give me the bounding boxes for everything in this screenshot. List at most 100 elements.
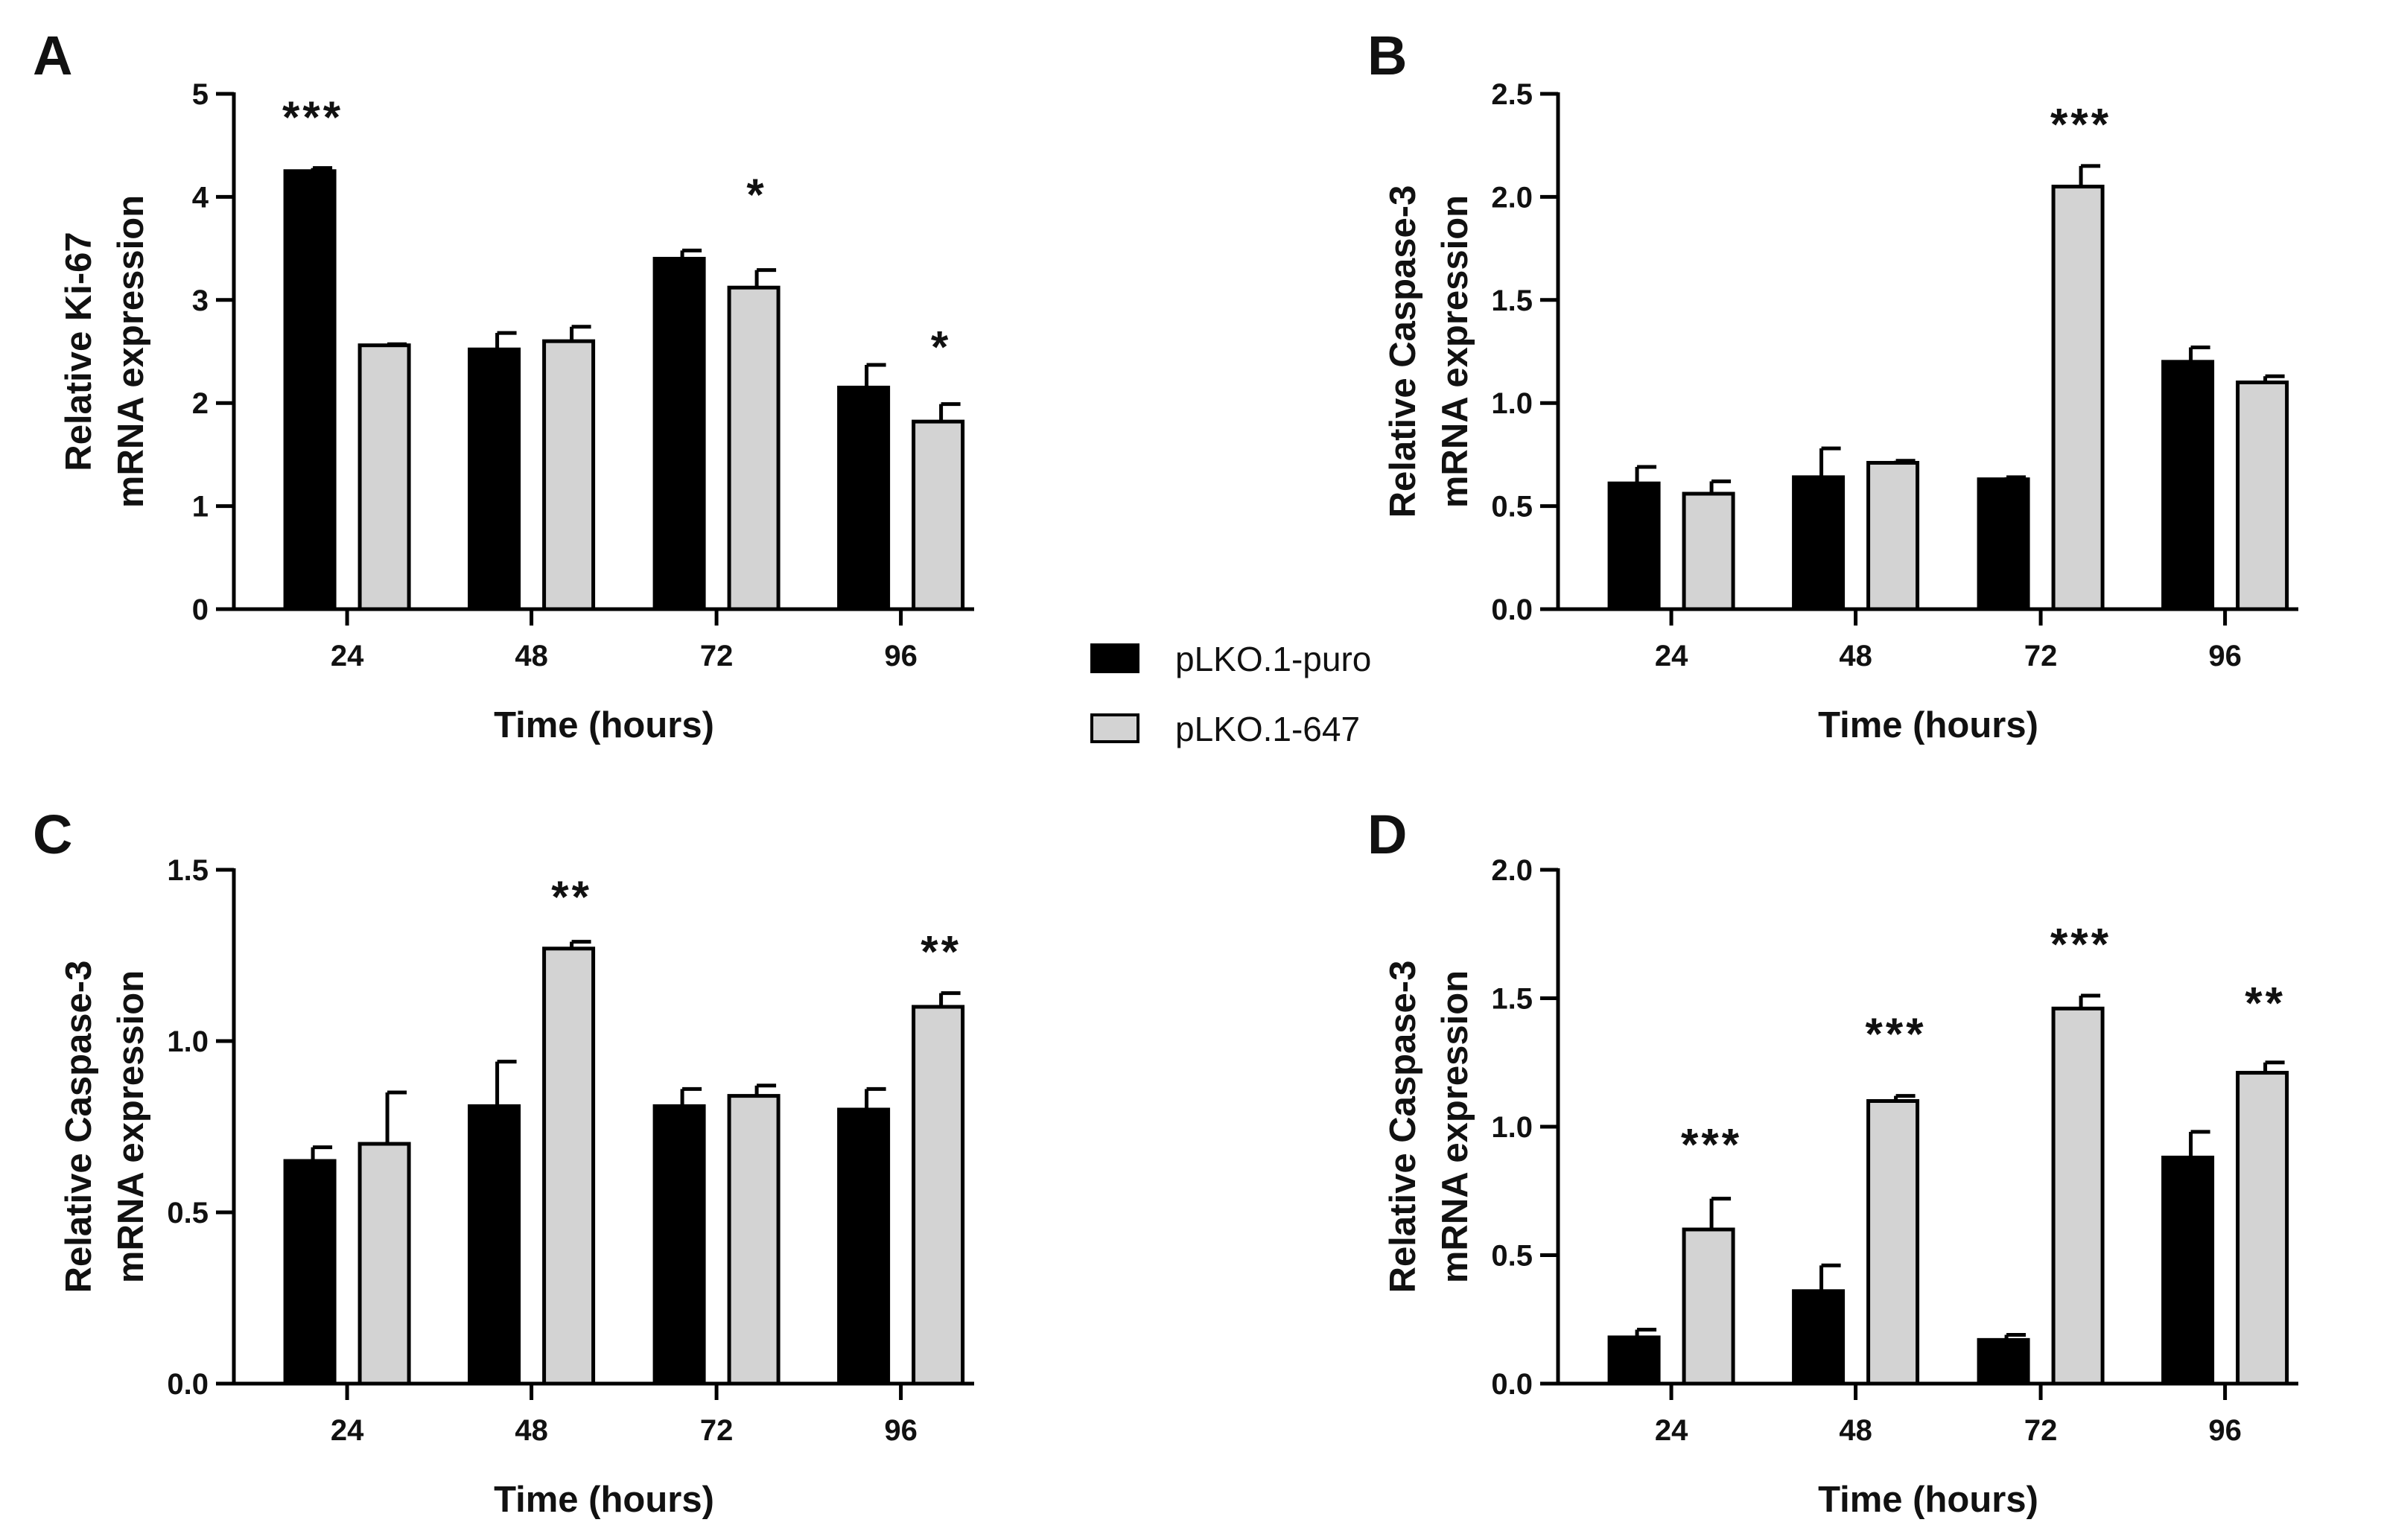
y-tick-label: 0.5 xyxy=(167,1197,209,1229)
y-axis-title: mRNA expression xyxy=(111,970,151,1283)
x-tick-label: 96 xyxy=(2208,640,2242,672)
x-tick-label: 96 xyxy=(884,640,918,672)
bar-647 xyxy=(357,1142,411,1386)
x-tick-label: 24 xyxy=(331,640,364,672)
bar-puro xyxy=(837,385,891,611)
x-tick-label: 48 xyxy=(1839,1414,1872,1447)
y-tick-label: 0.0 xyxy=(1491,1368,1533,1401)
bar-puro xyxy=(283,1159,337,1386)
bar-puro xyxy=(652,1104,706,1386)
y-axis-title: mRNA expression xyxy=(1435,970,1475,1283)
y-tick-label: 5 xyxy=(192,78,209,111)
y-tick-label: 1.0 xyxy=(1491,387,1533,420)
y-axis-title: Relative Caspase-3 xyxy=(1383,961,1423,1294)
bar-puro xyxy=(1977,1337,2030,1386)
significance-label: ** xyxy=(2245,979,2286,1028)
x-tick-label: 72 xyxy=(2024,640,2058,672)
bar-647 xyxy=(1682,1227,1735,1386)
significance-label: ** xyxy=(921,927,961,977)
x-tick-label: 48 xyxy=(1839,640,1872,672)
legend-label-puro: pLKO.1-puro xyxy=(1175,640,1371,678)
y-axis-title: Relative Ki-67 xyxy=(59,232,99,471)
bar-647 xyxy=(2051,1006,2105,1386)
y-tick-label: 1.5 xyxy=(167,854,209,887)
bar-puro xyxy=(1607,1335,1661,1386)
x-axis-title: Time (hours) xyxy=(1818,705,2038,745)
x-tick-label: 72 xyxy=(2024,1414,2058,1447)
panel-letter: B xyxy=(1367,25,1407,86)
legend-label-647: pLKO.1-647 xyxy=(1175,710,1360,748)
bar-puro xyxy=(652,256,706,611)
bar-puro xyxy=(468,1104,521,1386)
bar-647 xyxy=(2051,185,2105,611)
bar-647 xyxy=(2236,381,2289,611)
significance-label: * xyxy=(746,170,766,220)
y-tick-label: 0 xyxy=(192,594,209,626)
bar-puro xyxy=(283,169,337,611)
legend: pLKO.1-puro pLKO.1-647 xyxy=(1090,640,1371,748)
significance-label: *** xyxy=(2050,100,2111,150)
x-tick-label: 48 xyxy=(515,640,548,672)
x-tick-label: 24 xyxy=(1655,640,1688,672)
significance-label: * xyxy=(931,322,951,372)
chart-panel-d: D0.00.51.01.52.024 48 72 96***********Time … xyxy=(1367,804,2298,1520)
bar-647 xyxy=(542,339,596,611)
bar-puro xyxy=(2161,1155,2215,1386)
y-tick-label: 2.0 xyxy=(1491,854,1533,887)
y-tick-label: 1.0 xyxy=(1491,1111,1533,1144)
significance-label: *** xyxy=(1866,1009,1927,1059)
bar-puro xyxy=(2161,360,2215,611)
y-tick-label: 0.0 xyxy=(167,1368,209,1401)
legend-swatch-puro xyxy=(1090,643,1139,673)
significance-label: ** xyxy=(551,872,592,922)
y-tick-label: 0.0 xyxy=(1491,594,1533,626)
y-tick-label: 3 xyxy=(192,284,209,317)
x-tick-label: 48 xyxy=(515,1414,548,1447)
bar-647 xyxy=(727,285,781,611)
y-axis-title: Relative Caspase-3 xyxy=(59,961,99,1294)
y-tick-label: 1 xyxy=(192,491,209,524)
y-tick-label: 2 xyxy=(192,387,209,420)
significance-label: *** xyxy=(282,92,343,142)
y-axis-title: mRNA expression xyxy=(111,195,151,508)
y-tick-label: 1.0 xyxy=(167,1025,209,1058)
bar-647 xyxy=(727,1094,781,1386)
x-tick-label: 96 xyxy=(884,1414,918,1447)
significance-label: *** xyxy=(2050,919,2111,969)
y-tick-label: 0.5 xyxy=(1491,1240,1533,1273)
panel-letter: C xyxy=(33,804,72,865)
chart-panel-b: B 0.0 0.5 1.0 1.5 2.0 2.5 24 48 72 96 *** Time (hour… xyxy=(1367,25,2298,745)
bar-647 xyxy=(912,419,965,611)
panel-letter: A xyxy=(33,25,72,86)
panel-letter: D xyxy=(1367,804,1407,865)
y-tick-label: 0.5 xyxy=(1491,491,1533,524)
y-tick-label: 2.0 xyxy=(1491,181,1533,214)
x-axis-title: Time (hours) xyxy=(494,1480,714,1520)
y-tick-label: 4 xyxy=(192,181,209,214)
x-tick-label: 72 xyxy=(700,640,734,672)
bar-647 xyxy=(542,946,596,1386)
bar-647 xyxy=(912,1005,965,1386)
x-tick-label: 72 xyxy=(700,1414,734,1447)
bar-647 xyxy=(357,343,411,611)
bar-647 xyxy=(2236,1071,2289,1386)
bar-puro xyxy=(1977,477,2030,611)
significance-label: *** xyxy=(1681,1119,1742,1169)
bar-647 xyxy=(1866,460,1920,611)
y-axis-title: Relative Caspase-3 xyxy=(1383,185,1423,518)
y-tick-label: 2.5 xyxy=(1491,78,1533,111)
bar-puro xyxy=(837,1107,891,1386)
bar-647 xyxy=(1866,1099,1920,1386)
x-tick-label: 24 xyxy=(1655,1414,1688,1447)
y-tick-label: 1.5 xyxy=(1491,284,1533,317)
bar-puro xyxy=(1792,1289,1846,1386)
y-tick-label: 1.5 xyxy=(1491,983,1533,1016)
bar-puro xyxy=(468,347,521,611)
x-axis-title: Time (hours) xyxy=(494,705,714,745)
bar-puro xyxy=(1792,475,1846,611)
bar-647 xyxy=(1682,491,1735,611)
x-axis-title: Time (hours) xyxy=(1818,1480,2038,1520)
x-tick-label: 24 xyxy=(331,1414,364,1447)
